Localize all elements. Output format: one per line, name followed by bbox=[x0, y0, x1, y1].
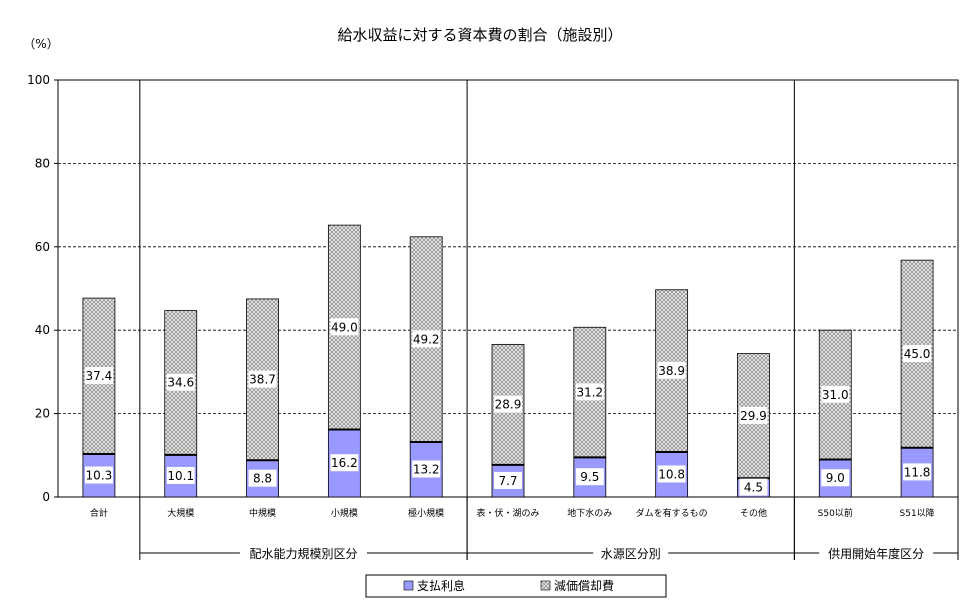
data-label-interest: 7.7 bbox=[498, 474, 517, 488]
data-label-background bbox=[821, 385, 850, 403]
data-label-interest: 16.2 bbox=[331, 456, 358, 470]
data-label-background bbox=[166, 373, 195, 391]
x-category-label: 小規模 bbox=[331, 508, 358, 519]
y-tick-label: 20 bbox=[35, 407, 50, 421]
data-label-background bbox=[494, 395, 522, 413]
data-label-interest: 8.8 bbox=[253, 472, 272, 486]
x-category-label: 地下水のみ bbox=[567, 507, 612, 519]
y-tick-label: 100 bbox=[27, 73, 50, 87]
x-category-label: S51以降 bbox=[900, 507, 935, 519]
data-label-depreciation: 45.0 bbox=[904, 347, 931, 361]
y-tick-label: 40 bbox=[35, 323, 50, 337]
group-label: 供用開始年度区分 bbox=[828, 546, 924, 561]
group-label: 水源区分別 bbox=[601, 547, 661, 561]
data-label-interest: 10.8 bbox=[658, 467, 685, 481]
data-label-background bbox=[821, 469, 850, 487]
y-tick-label: 60 bbox=[35, 240, 50, 254]
data-label-background bbox=[84, 367, 113, 385]
x-category-label: 合計 bbox=[90, 507, 108, 519]
data-label-background bbox=[657, 465, 686, 483]
data-label-background bbox=[166, 466, 195, 484]
data-label-depreciation: 49.2 bbox=[413, 332, 440, 346]
x-category-label: 中規模 bbox=[249, 507, 276, 519]
data-label-background bbox=[575, 383, 604, 401]
x-category-label: 表・伏・湖のみ bbox=[476, 507, 539, 519]
data-label-background bbox=[248, 370, 277, 388]
y-axis-unit-label: （%） bbox=[23, 37, 58, 51]
x-category-label: 極小規模 bbox=[408, 507, 444, 519]
data-label-background bbox=[739, 406, 768, 424]
data-label-depreciation: 49.0 bbox=[331, 320, 358, 334]
category-group-labels: 配水能力規模別区分 水源区分別 供用開始年度区分 bbox=[139, 497, 959, 562]
data-label-depreciation: 34.6 bbox=[167, 376, 194, 390]
legend-swatch-interest bbox=[403, 580, 414, 591]
data-label-background bbox=[903, 463, 932, 481]
data-label-interest: 9.5 bbox=[580, 470, 599, 484]
data-label-depreciation: 38.9 bbox=[658, 364, 685, 378]
chart-title: 給水収益に対する資本費の割合（施設別） bbox=[337, 26, 622, 44]
x-category-label: その他 bbox=[740, 507, 767, 519]
data-label-depreciation: 29.9 bbox=[740, 409, 767, 423]
data-label-background bbox=[330, 454, 359, 472]
data-label-background bbox=[903, 344, 932, 362]
x-category-label: ダムを有するもの bbox=[636, 507, 708, 519]
data-label-background bbox=[84, 466, 113, 484]
legend: 支払利息 減価償却費 bbox=[365, 574, 667, 598]
data-label-interest: 10.1 bbox=[167, 469, 194, 483]
data-label-background bbox=[412, 330, 441, 348]
data-label-interest: 10.3 bbox=[86, 469, 113, 483]
grid-lines bbox=[58, 80, 958, 497]
data-label-interest: 11.8 bbox=[904, 465, 931, 479]
data-label-background bbox=[494, 471, 522, 489]
legend-swatch-depreciation bbox=[540, 580, 551, 591]
data-label-interest: 9.0 bbox=[826, 471, 845, 485]
x-category-label: 大規模 bbox=[167, 507, 194, 519]
data-label-depreciation: 31.0 bbox=[822, 388, 849, 402]
data-label-background bbox=[412, 460, 441, 478]
x-category-label: S50以前 bbox=[818, 507, 853, 519]
data-label-background bbox=[575, 468, 604, 486]
data-label-depreciation: 28.9 bbox=[495, 398, 522, 412]
y-tick-label: 80 bbox=[35, 156, 50, 170]
data-label-interest: 13.2 bbox=[413, 462, 440, 476]
group-label-background bbox=[239, 544, 367, 562]
legend-label-depreciation: 減価償却費 bbox=[554, 578, 614, 593]
data-label-background bbox=[657, 361, 686, 379]
data-label-depreciation: 38.7 bbox=[249, 373, 276, 387]
bar-series: 37.4 10.3 34.6 10.1 38.7 8.8 49.0 16.2 49.2 13.2 2… bbox=[82, 224, 934, 498]
y-tick-label: 0 bbox=[42, 490, 50, 504]
legend-label-interest: 支払利息 bbox=[417, 578, 465, 593]
legend-box bbox=[365, 574, 667, 598]
x-axis-category-labels: 合計 大規模 中規模 小規模 極小規模 表・伏・湖のみ 地下水のみ ダムを有するもの その他 S5… bbox=[90, 507, 935, 519]
data-label-background bbox=[248, 469, 277, 487]
data-label-background bbox=[739, 478, 768, 496]
data-label-depreciation: 31.2 bbox=[576, 385, 603, 399]
data-label-depreciation: 37.4 bbox=[86, 369, 113, 383]
group-label: 配水能力規模別区分 bbox=[249, 546, 357, 561]
group-label-background bbox=[593, 544, 669, 562]
y-axis-ticks: 0 20 40 60 80 100 bbox=[27, 73, 58, 504]
group-label-background bbox=[819, 544, 934, 562]
data-label-background bbox=[330, 318, 359, 336]
data-label-interest: 4.5 bbox=[744, 481, 763, 495]
